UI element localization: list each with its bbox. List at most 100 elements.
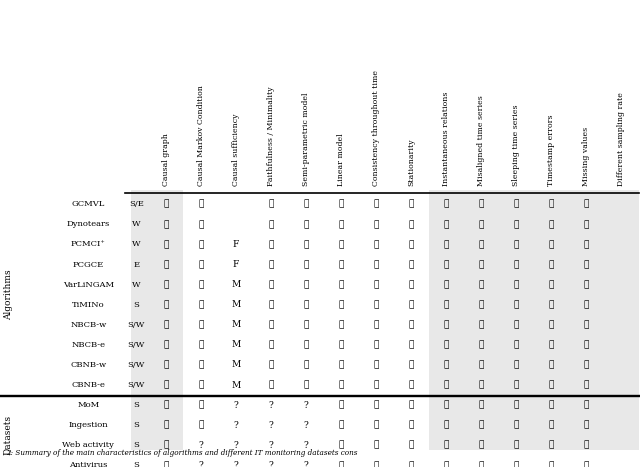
Text: ✓: ✓ xyxy=(408,280,414,289)
Text: ✗: ✗ xyxy=(513,260,519,269)
Text: ✓: ✓ xyxy=(163,320,169,329)
Text: ✗: ✗ xyxy=(584,300,589,309)
Text: ✗: ✗ xyxy=(584,340,589,349)
Bar xyxy=(429,190,639,450)
Text: ✗: ✗ xyxy=(444,401,449,410)
Text: GCMVL: GCMVL xyxy=(72,200,105,208)
Text: ✗: ✗ xyxy=(444,260,449,269)
Text: ?: ? xyxy=(304,401,308,410)
Text: ✗: ✗ xyxy=(444,280,449,289)
Text: ✗: ✗ xyxy=(548,320,554,329)
Text: ✓: ✓ xyxy=(513,421,519,430)
Text: ✗: ✗ xyxy=(303,300,308,309)
Text: ?: ? xyxy=(304,461,308,467)
Text: ✓: ✓ xyxy=(303,200,308,209)
Bar xyxy=(148,190,184,450)
Text: ✗: ✗ xyxy=(444,200,449,209)
Text: W: W xyxy=(132,241,141,248)
Text: ✗: ✗ xyxy=(513,240,519,249)
Text: M: M xyxy=(232,340,241,349)
Text: ✗: ✗ xyxy=(513,300,519,309)
Text: ✗: ✗ xyxy=(408,200,414,209)
Text: S/W: S/W xyxy=(127,341,145,349)
Text: Dynotears: Dynotears xyxy=(67,220,110,228)
Text: ✓: ✓ xyxy=(268,280,274,289)
Text: PCMCI⁺: PCMCI⁺ xyxy=(71,241,106,248)
Text: ✓: ✓ xyxy=(373,260,379,269)
Text: ✓: ✓ xyxy=(163,421,169,430)
Text: ✓: ✓ xyxy=(373,300,379,309)
Text: ✓: ✓ xyxy=(479,461,484,467)
Text: ✗: ✗ xyxy=(373,441,379,450)
Text: ✓: ✓ xyxy=(584,461,589,467)
Text: ✓: ✓ xyxy=(198,200,204,209)
Text: ✓: ✓ xyxy=(479,441,484,450)
Text: ✓: ✓ xyxy=(198,340,204,349)
Text: ✗: ✗ xyxy=(373,461,379,467)
Text: ?: ? xyxy=(269,401,273,410)
Text: ✗: ✗ xyxy=(584,260,589,269)
Text: ✗: ✗ xyxy=(584,280,589,289)
Text: ✗: ✗ xyxy=(479,361,484,369)
Text: ✗: ✗ xyxy=(548,361,554,369)
Text: ✗: ✗ xyxy=(444,421,449,430)
Text: ✓: ✓ xyxy=(339,300,344,309)
Text: Ingestion: Ingestion xyxy=(68,421,108,429)
Text: ✓: ✓ xyxy=(163,340,169,349)
Text: ✗: ✗ xyxy=(303,381,308,389)
Text: M: M xyxy=(232,280,241,289)
Text: Antivirus: Antivirus xyxy=(69,461,108,467)
Text: ✗: ✗ xyxy=(479,240,484,249)
Text: Causal Markov Condition: Causal Markov Condition xyxy=(197,85,205,186)
Text: MoM: MoM xyxy=(77,401,99,409)
Text: ✗: ✗ xyxy=(548,340,554,349)
Text: ✗: ✗ xyxy=(584,421,589,430)
Text: ✓: ✓ xyxy=(373,320,379,329)
Text: ✓: ✓ xyxy=(198,421,204,430)
Text: ✗: ✗ xyxy=(303,361,308,369)
Text: Semi-parametric model: Semi-parametric model xyxy=(302,92,310,186)
Text: ✗: ✗ xyxy=(268,260,274,269)
Text: ?: ? xyxy=(269,461,273,467)
Text: Stationarity: Stationarity xyxy=(407,138,415,186)
Text: ✗: ✗ xyxy=(444,381,449,389)
Text: Misaligned time series: Misaligned time series xyxy=(477,95,485,186)
Text: ✓: ✓ xyxy=(373,381,379,389)
Text: ?: ? xyxy=(269,441,273,450)
Text: ✓: ✓ xyxy=(513,461,519,467)
Text: ✓: ✓ xyxy=(408,421,414,430)
Text: ✓: ✓ xyxy=(339,340,344,349)
Text: ✗: ✗ xyxy=(303,320,308,329)
Text: NBCB-e: NBCB-e xyxy=(71,341,106,349)
Text: VarLiNGAM: VarLiNGAM xyxy=(63,281,114,289)
Text: ✗: ✗ xyxy=(513,381,519,389)
Text: S: S xyxy=(133,301,140,309)
Text: ✓: ✓ xyxy=(408,361,414,369)
Text: ✗: ✗ xyxy=(548,200,554,209)
Text: S/W: S/W xyxy=(127,361,145,369)
Text: S: S xyxy=(133,421,140,429)
Text: Web activity: Web activity xyxy=(62,441,115,449)
Text: ?: ? xyxy=(234,401,238,410)
Text: ✗: ✗ xyxy=(339,401,344,410)
Text: ✓: ✓ xyxy=(198,240,204,249)
Text: ✓: ✓ xyxy=(339,200,344,209)
Bar xyxy=(131,190,148,450)
Text: ✗: ✗ xyxy=(584,381,589,389)
Text: ✗: ✗ xyxy=(548,300,554,309)
Text: ✗: ✗ xyxy=(339,441,344,450)
Text: ✗: ✗ xyxy=(479,220,484,229)
Text: ✓: ✓ xyxy=(373,220,379,229)
Text: F: F xyxy=(233,260,239,269)
Text: Linear model: Linear model xyxy=(337,133,345,186)
Text: ✗: ✗ xyxy=(584,320,589,329)
Text: ✓: ✓ xyxy=(163,300,169,309)
Text: ✓: ✓ xyxy=(163,461,169,467)
Text: ✗: ✗ xyxy=(479,260,484,269)
Text: ✗: ✗ xyxy=(444,220,449,229)
Text: ?: ? xyxy=(269,421,273,430)
Text: ✗: ✗ xyxy=(479,381,484,389)
Text: ✗: ✗ xyxy=(479,280,484,289)
Text: ✓: ✓ xyxy=(408,441,414,450)
Text: ✓: ✓ xyxy=(198,260,204,269)
